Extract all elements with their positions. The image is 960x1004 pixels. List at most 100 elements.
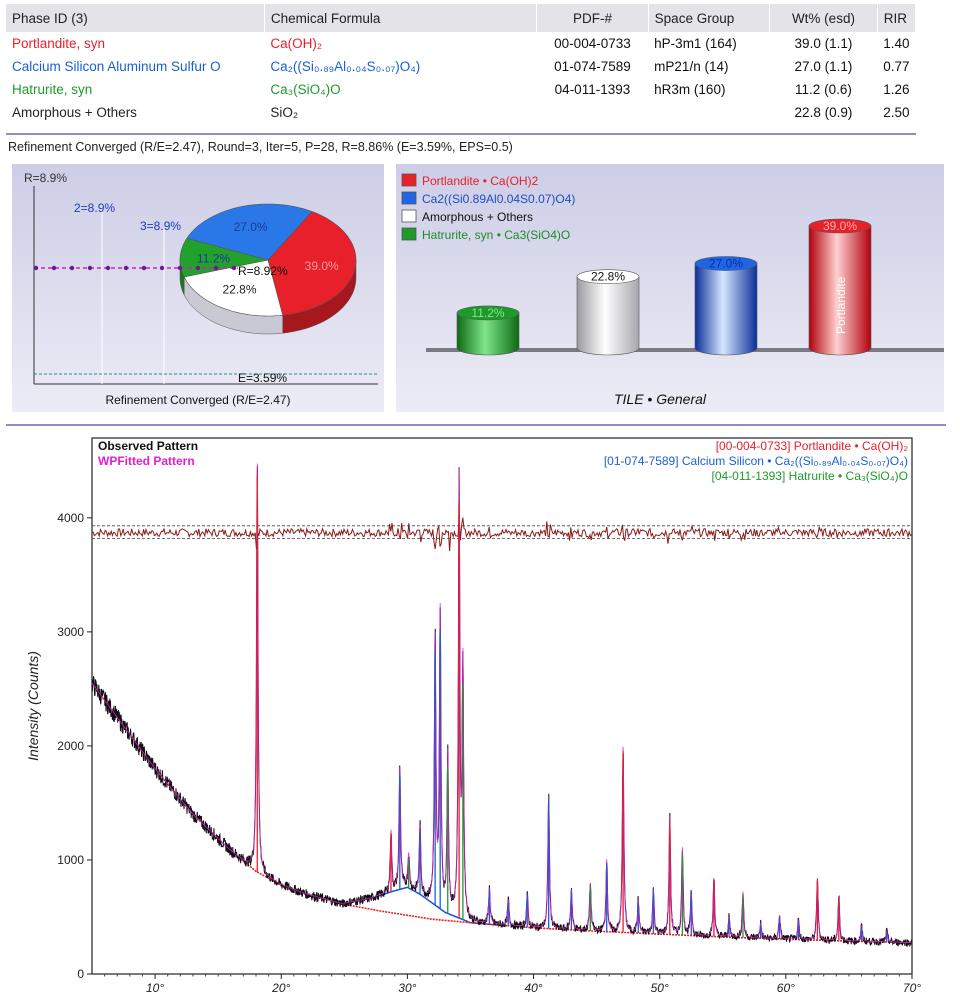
pie-slice[interactable]: [183, 259, 284, 317]
pie-chart: R=8.9% 2=8.9% 3=8.9% 39.0% 22.8% 11.2% 27.0% R=…: [24, 171, 378, 407]
wt-percent: 39.0 (1.1): [794, 36, 853, 51]
bar-chart-caption: TILE • General: [614, 391, 707, 407]
bar-cylinder[interactable]: [576, 276, 640, 356]
legend-phase: [01-074-7589] Calcium Silicon • Ca₂((Si₀…: [604, 454, 908, 468]
chemical-formula: Ca₂((Si₀.₈₉Al₀.₀₄S₀.₀₇)O₄): [270, 59, 421, 74]
r-value-point: [231, 265, 237, 271]
bar-chart-panel: Portlandite • Ca(OH)2 Ca2((Si0.89Al0.04S0…: [396, 164, 944, 412]
table-row[interactable]: Hatrurite, syn Ca₃(SiO₄)O 04-011-1393 hR3m …: [6, 78, 916, 101]
section-divider: [6, 424, 946, 426]
refinement-summary: Refinement Converged (R/E=2.47), Round=3…: [8, 140, 513, 154]
r-value-point: [213, 265, 219, 271]
legend-label: Portlandite • Ca(OH)2: [422, 174, 539, 188]
rir-value: 1.26: [883, 82, 910, 97]
bar-cylinder-top: [694, 256, 758, 271]
bar-cylinder[interactable]: [694, 263, 758, 356]
x-tick-label: 20°: [271, 981, 290, 995]
r-value-point: [177, 265, 183, 271]
space-group: hR3m (160): [654, 82, 726, 97]
pdf-number: 00-004-0733: [554, 36, 631, 51]
header-phase-id[interactable]: Phase ID (3): [6, 4, 265, 32]
phase-table-header: Phase ID (3) Chemical Formula PDF-# Spac…: [6, 4, 917, 32]
rir-value: 0.77: [883, 59, 910, 74]
x-tick-label: 70°: [903, 981, 921, 995]
wt-percent: 27.0 (1.1): [794, 59, 853, 74]
r-value-point: [87, 265, 93, 271]
pie-slice[interactable]: [186, 203, 313, 261]
rir-value: 1.40: [883, 36, 910, 51]
plot-area: [91, 437, 913, 975]
pdf-number: 04-011-1393: [554, 82, 631, 97]
bar-value-label: 11.2%: [471, 306, 504, 320]
xrd-pattern-chart: 0 1000 2000 3000 4000 10° 20° 30° 40° 50° 60° 70° In…: [25, 437, 921, 995]
observed-pattern-curve: [91, 466, 913, 948]
bar-cylinder-top: [456, 305, 520, 321]
difference-curve: [91, 516, 912, 552]
r-label: 2=8.9%: [74, 201, 115, 215]
r-value-point: [33, 265, 39, 271]
bar-cylinder[interactable]: [808, 225, 872, 356]
phase-name: Calcium Silicon Aluminum Sulfur O: [12, 59, 221, 74]
chemical-formula: Ca(OH)₂: [270, 36, 323, 51]
x-tick-label: 30°: [398, 981, 416, 995]
r-value-point: [195, 265, 201, 271]
pie-slice-label: 39.0%: [305, 259, 339, 273]
table-row[interactable]: Amorphous + Others SiO₂ 22.8 (0.9) 2.50: [6, 101, 916, 124]
x-tick-label: 10°: [146, 981, 164, 995]
legend-fitted: WPFitted Pattern: [98, 454, 195, 468]
r-value-point: [159, 265, 165, 271]
table-divider: [6, 133, 916, 135]
x-tick-label: 60°: [777, 981, 795, 995]
pdf-number: 01-074-7589: [554, 59, 631, 74]
chemical-formula: SiO₂: [270, 105, 299, 120]
phase-table-body: Portlandite, syn Ca(OH)₂ 00-004-0733 hP-3m1…: [6, 32, 916, 124]
legend-swatch: [401, 227, 417, 241]
pie-slice-label: 22.8%: [222, 283, 256, 297]
header-pdf-number[interactable]: PDF-#: [536, 4, 649, 32]
pie-slice-label: 27.0%: [234, 220, 268, 234]
space-group: mP21/n (14): [654, 59, 729, 74]
legend-swatch: [401, 173, 417, 187]
phase-name: Hatrurite, syn: [12, 82, 93, 97]
wt-percent: 11.2 (0.6): [795, 82, 852, 97]
r-value-point: [51, 265, 57, 271]
y-tick-label: 0: [77, 967, 84, 981]
bar-cylinder-top: [576, 269, 640, 284]
pie-slice[interactable]: [267, 211, 357, 316]
pie-chart-panel: R=8.9% 2=8.9% 3=8.9% 39.0% 22.8% 11.2% 27.0% R=…: [12, 164, 384, 412]
x-tick-label: 40°: [524, 981, 542, 995]
y-axis-label: Intensity (Counts): [25, 651, 41, 761]
table-row[interactable]: Calcium Silicon Aluminum Sulfur O Ca₂((Si…: [6, 55, 916, 78]
header-rir[interactable]: RIR: [877, 4, 917, 32]
space-group: hP-3m1 (164): [654, 36, 737, 51]
bar-cylinder-top: [808, 218, 872, 234]
r-value-point: [123, 265, 129, 271]
rir-value: 2.50: [883, 105, 910, 120]
r-label: R=8.92%: [238, 264, 288, 278]
r-value-point: [105, 265, 111, 271]
phase-name: Amorphous + Others: [12, 105, 137, 120]
header-wt-percent[interactable]: Wt% (esd): [769, 4, 878, 32]
pie-slice-label: 11.2%: [197, 251, 230, 265]
r-value-point: [69, 265, 75, 271]
header-space-group[interactable]: Space Group: [648, 4, 771, 32]
y-tick-label: 2000: [57, 739, 84, 753]
legend-phase: [04-011-1393] Hatrurite • Ca₃(SiO₄)O: [711, 469, 908, 483]
y-tick-label: 4000: [57, 511, 84, 525]
legend-swatch: [401, 191, 417, 205]
bar-value-label: 22.8%: [591, 270, 625, 284]
legend-label: Amorphous + Others: [422, 210, 533, 224]
table-row[interactable]: Portlandite, syn Ca(OH)₂ 00-004-0733 hP-3m1…: [6, 32, 916, 55]
legend-phase: [00-004-0733] Portlandite • Ca(OH)₂: [716, 439, 909, 453]
bar-value-label: 27.0%: [709, 257, 743, 271]
y-tick-label: 3000: [57, 625, 84, 639]
e-value-label: E=3.59%: [238, 371, 287, 385]
legend-observed: Observed Pattern: [98, 439, 198, 453]
r-label: 3=8.9%: [140, 219, 181, 233]
bar-cylinder[interactable]: [456, 312, 520, 356]
bar-chart: Portlandite • Ca(OH)2 Ca2((Si0.89Al0.04S0…: [401, 173, 944, 407]
bar-category-label: Portlandite: [834, 276, 848, 334]
header-chemical-formula[interactable]: Chemical Formula: [264, 4, 538, 32]
phase-table: Phase ID (3) Chemical Formula PDF-# Spac…: [6, 4, 917, 124]
r-value-point: [141, 265, 147, 271]
